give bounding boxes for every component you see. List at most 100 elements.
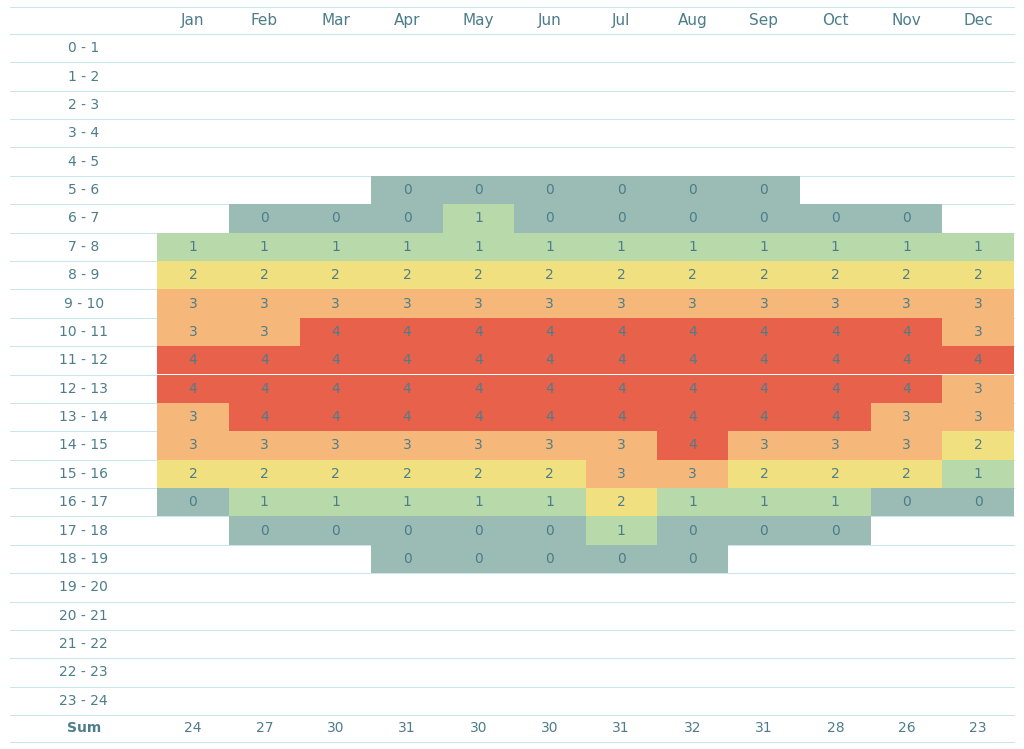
FancyBboxPatch shape (942, 346, 1014, 374)
FancyBboxPatch shape (871, 346, 942, 374)
FancyBboxPatch shape (800, 516, 871, 545)
Text: 0: 0 (402, 183, 412, 197)
FancyBboxPatch shape (656, 545, 728, 573)
FancyBboxPatch shape (656, 233, 728, 261)
Text: 4: 4 (616, 354, 626, 367)
Text: 3: 3 (474, 438, 482, 452)
FancyBboxPatch shape (800, 374, 871, 403)
Text: 23 - 24: 23 - 24 (59, 694, 109, 708)
Text: 3: 3 (902, 297, 911, 311)
Text: 3: 3 (760, 438, 768, 452)
FancyBboxPatch shape (800, 460, 871, 488)
Text: 3: 3 (974, 382, 982, 395)
Text: 1: 1 (546, 495, 554, 509)
Text: 4: 4 (760, 325, 768, 339)
Text: 2: 2 (688, 268, 697, 282)
Text: 4: 4 (974, 354, 982, 367)
Text: 1: 1 (188, 240, 198, 254)
Text: 0: 0 (402, 552, 412, 566)
FancyBboxPatch shape (656, 460, 728, 488)
Text: Feb: Feb (251, 13, 278, 28)
Text: 0: 0 (688, 183, 697, 197)
FancyBboxPatch shape (800, 261, 871, 289)
Text: 21 - 22: 21 - 22 (59, 637, 109, 651)
Text: 2: 2 (260, 268, 268, 282)
FancyBboxPatch shape (228, 233, 300, 261)
Text: 2: 2 (402, 268, 412, 282)
FancyBboxPatch shape (656, 346, 728, 374)
Text: 31: 31 (398, 721, 416, 736)
Text: 5 - 6: 5 - 6 (69, 183, 99, 197)
FancyBboxPatch shape (728, 431, 800, 460)
FancyBboxPatch shape (800, 488, 871, 516)
FancyBboxPatch shape (372, 318, 442, 346)
Text: 1: 1 (688, 495, 697, 509)
Text: 0: 0 (616, 552, 626, 566)
FancyBboxPatch shape (942, 374, 1014, 403)
Text: 10 - 11: 10 - 11 (59, 325, 109, 339)
Text: 0: 0 (402, 211, 412, 225)
FancyBboxPatch shape (372, 431, 442, 460)
FancyBboxPatch shape (656, 176, 728, 204)
FancyBboxPatch shape (871, 431, 942, 460)
Text: 1: 1 (474, 211, 483, 225)
FancyBboxPatch shape (728, 176, 800, 204)
FancyBboxPatch shape (514, 176, 586, 204)
Text: 6 - 7: 6 - 7 (69, 211, 99, 225)
FancyBboxPatch shape (300, 318, 372, 346)
FancyBboxPatch shape (442, 204, 514, 233)
Text: 2: 2 (188, 467, 198, 481)
Text: 3: 3 (546, 438, 554, 452)
Text: 1: 1 (830, 495, 840, 509)
Text: 3: 3 (188, 325, 198, 339)
Text: 3: 3 (188, 438, 198, 452)
Text: May: May (463, 13, 495, 28)
FancyBboxPatch shape (514, 261, 586, 289)
Text: 1: 1 (546, 240, 554, 254)
FancyBboxPatch shape (800, 346, 871, 374)
FancyBboxPatch shape (442, 431, 514, 460)
FancyBboxPatch shape (442, 403, 514, 431)
Text: 2: 2 (474, 467, 482, 481)
FancyBboxPatch shape (728, 403, 800, 431)
Text: 4 - 5: 4 - 5 (69, 154, 99, 169)
Text: Sep: Sep (750, 13, 778, 28)
Text: 1: 1 (902, 240, 911, 254)
Text: 2: 2 (332, 268, 340, 282)
Text: 4: 4 (188, 354, 198, 367)
FancyBboxPatch shape (158, 374, 228, 403)
FancyBboxPatch shape (942, 403, 1014, 431)
FancyBboxPatch shape (158, 488, 228, 516)
FancyBboxPatch shape (656, 204, 728, 233)
Text: 30: 30 (541, 721, 558, 736)
FancyBboxPatch shape (372, 176, 442, 204)
Text: 1: 1 (474, 240, 483, 254)
FancyBboxPatch shape (586, 261, 656, 289)
FancyBboxPatch shape (442, 346, 514, 374)
Text: 1: 1 (402, 495, 412, 509)
FancyBboxPatch shape (656, 318, 728, 346)
Text: 17 - 18: 17 - 18 (59, 524, 109, 538)
Text: 1: 1 (260, 240, 268, 254)
Text: 1 - 2: 1 - 2 (69, 70, 99, 84)
FancyBboxPatch shape (300, 403, 372, 431)
Text: 2: 2 (546, 268, 554, 282)
FancyBboxPatch shape (158, 460, 228, 488)
Text: 3: 3 (260, 325, 268, 339)
FancyBboxPatch shape (656, 261, 728, 289)
Text: 3: 3 (760, 297, 768, 311)
Text: 2: 2 (188, 268, 198, 282)
FancyBboxPatch shape (656, 488, 728, 516)
Text: 4: 4 (260, 354, 268, 367)
Text: 4: 4 (688, 438, 697, 452)
Text: 0: 0 (688, 211, 697, 225)
FancyBboxPatch shape (871, 374, 942, 403)
FancyBboxPatch shape (372, 261, 442, 289)
Text: 0: 0 (546, 183, 554, 197)
FancyBboxPatch shape (871, 204, 942, 233)
Text: 4: 4 (902, 325, 911, 339)
Text: 0: 0 (902, 495, 911, 509)
Text: 4: 4 (546, 382, 554, 395)
FancyBboxPatch shape (372, 346, 442, 374)
FancyBboxPatch shape (372, 289, 442, 318)
